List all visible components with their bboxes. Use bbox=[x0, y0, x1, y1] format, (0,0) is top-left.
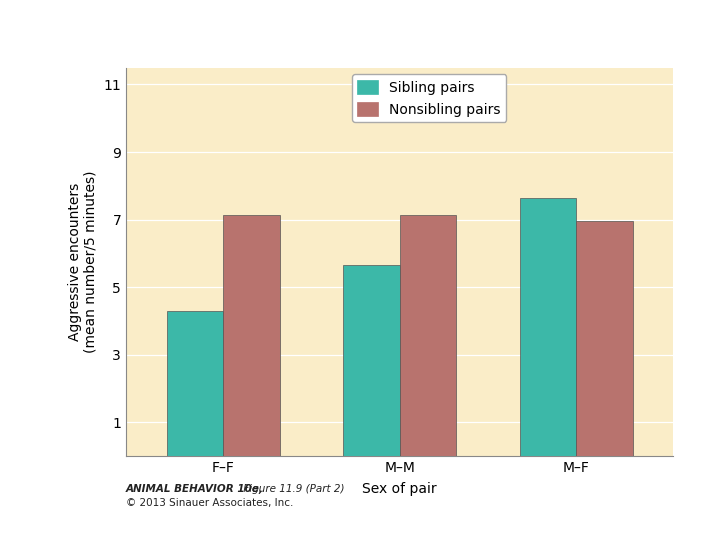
Text: Figure 11.9 (Part 2): Figure 11.9 (Part 2) bbox=[240, 484, 344, 494]
Bar bbox=[166, 311, 223, 456]
Y-axis label: Aggressive encounters
(mean number/5 minutes): Aggressive encounters (mean number/5 min… bbox=[68, 171, 98, 353]
Bar bbox=[520, 198, 576, 456]
Text: Figure 11.9  Kin discrimination in Belding's ground squirrels (Part 2): Figure 11.9 Kin discrimination in Beldin… bbox=[9, 20, 504, 35]
Text: ANIMAL BEHAVIOR 10e,: ANIMAL BEHAVIOR 10e, bbox=[126, 484, 264, 494]
Text: © 2013 Sinauer Associates, Inc.: © 2013 Sinauer Associates, Inc. bbox=[126, 497, 293, 508]
Bar bbox=[223, 214, 279, 456]
Bar bbox=[400, 214, 456, 456]
X-axis label: Sex of pair: Sex of pair bbox=[362, 482, 437, 496]
Bar bbox=[343, 265, 400, 456]
Legend: Sibling pairs, Nonsibling pairs: Sibling pairs, Nonsibling pairs bbox=[352, 75, 506, 122]
Bar bbox=[576, 221, 633, 456]
